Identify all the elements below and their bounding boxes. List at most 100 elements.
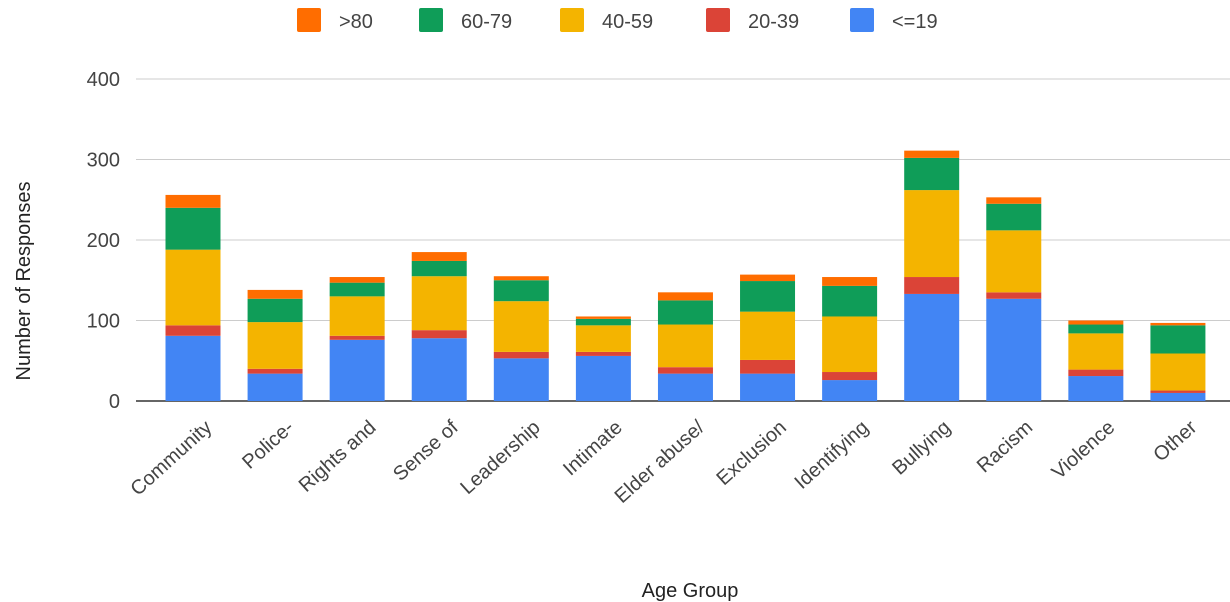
bar-segment xyxy=(411,338,467,401)
bar-segment xyxy=(986,230,1042,293)
bar-segment xyxy=(165,325,221,336)
bar-segment xyxy=(247,368,303,374)
bar-segment xyxy=(329,277,385,283)
x-axis-ticks: Community Police-Rights and Sense ofLeader… xyxy=(126,416,1201,508)
bar-segment xyxy=(657,300,713,325)
bar-segment xyxy=(1068,320,1124,325)
bar-segment xyxy=(986,292,1042,299)
bar-segment xyxy=(575,318,631,326)
x-tick-label: Bullying xyxy=(888,416,955,479)
bar-segment xyxy=(329,335,385,340)
legend-swatch xyxy=(706,8,730,32)
bar-segment xyxy=(493,276,549,281)
legend-label: <=19 xyxy=(892,11,938,33)
x-tick-label: Community xyxy=(126,416,216,500)
bar-segment xyxy=(165,335,221,401)
bar-segment xyxy=(1150,392,1206,401)
x-tick-label: Elder abuse/ xyxy=(611,416,710,508)
bar-segment xyxy=(1150,390,1206,393)
bar-segment xyxy=(575,351,631,356)
y-axis-label: Number of Responses xyxy=(13,182,35,381)
bar-segment xyxy=(575,316,631,319)
bar-segment xyxy=(822,372,878,381)
bar-segment xyxy=(493,358,549,401)
legend-label: >80 xyxy=(339,11,373,33)
bar-segment xyxy=(247,298,303,323)
bar-segment xyxy=(657,367,713,374)
bar-segment xyxy=(740,359,796,374)
bar-segment xyxy=(493,301,549,352)
bar-segment xyxy=(247,322,303,369)
bar-segment xyxy=(411,330,467,339)
x-tick-label: Sense of xyxy=(389,416,463,485)
bar-segment xyxy=(657,292,713,301)
bar-segment xyxy=(904,157,960,191)
bar-segment xyxy=(904,277,960,294)
bar-segment xyxy=(1068,324,1124,334)
bar-segment xyxy=(329,339,385,401)
y-tick-label: 200 xyxy=(87,230,120,252)
legend: >80 60-79 40-59 20-39 <=19 xyxy=(297,8,938,33)
bar-segment xyxy=(165,194,221,208)
bar-segment xyxy=(1150,322,1206,326)
x-tick-label: Identifying xyxy=(790,416,872,493)
bar-segment xyxy=(822,316,878,373)
x-tick-label: Intimate xyxy=(559,416,627,480)
bar-segment xyxy=(822,277,878,286)
x-tick-label: Racism xyxy=(973,416,1037,477)
bar-segment xyxy=(904,190,960,278)
legend-swatch xyxy=(419,8,443,32)
y-tick-label: 100 xyxy=(87,311,120,333)
y-tick-label: 400 xyxy=(87,69,120,91)
x-tick-label: Police- xyxy=(238,416,298,473)
legend-label: 20-39 xyxy=(748,11,799,33)
bar-segment xyxy=(904,150,960,158)
bar-segment xyxy=(1068,376,1124,401)
x-tick-label: Violence xyxy=(1048,416,1119,483)
bar-segment xyxy=(740,274,796,282)
bar-segment xyxy=(657,373,713,401)
bar-segment xyxy=(329,296,385,336)
bar-segment xyxy=(904,293,960,401)
x-tick-label: Rights and xyxy=(295,416,381,496)
bar-segment xyxy=(165,249,221,326)
legend-swatch xyxy=(297,8,321,32)
bar-segment xyxy=(247,373,303,401)
bar-segment xyxy=(247,289,303,299)
bar-segment xyxy=(986,197,1042,204)
bar-segment xyxy=(411,276,467,331)
bar-segment xyxy=(986,203,1042,231)
bar-segment xyxy=(740,311,796,360)
x-axis-label: Age Group xyxy=(642,580,739,602)
bar-segment xyxy=(165,207,221,250)
bar-segment xyxy=(740,281,796,312)
legend-swatch xyxy=(850,8,874,32)
bar-segment xyxy=(329,282,385,297)
legend-swatch xyxy=(560,8,584,32)
y-tick-label: 300 xyxy=(87,150,120,172)
bar-segment xyxy=(986,298,1042,401)
y-axis-ticks: 0 100 200 300 400 xyxy=(87,69,120,413)
legend-label: 40-59 xyxy=(602,11,653,33)
bar-segment xyxy=(1068,333,1124,370)
bar-segment xyxy=(1150,325,1206,354)
bar-segment xyxy=(493,280,549,302)
y-tick-label: 0 xyxy=(109,391,120,413)
bar-segment xyxy=(740,373,796,401)
bar-segment xyxy=(822,380,878,401)
bar-segment xyxy=(1068,369,1124,377)
legend-label: 60-79 xyxy=(461,11,512,33)
bar-segment xyxy=(411,260,467,277)
bar-segment xyxy=(493,351,549,359)
bar-segment xyxy=(657,324,713,368)
bars xyxy=(165,150,1206,401)
bar-segment xyxy=(822,285,878,317)
bar-segment xyxy=(575,325,631,352)
bar-segment xyxy=(1150,353,1206,391)
x-tick-label: Leadership xyxy=(456,416,544,499)
x-tick-label: Other xyxy=(1149,416,1201,466)
bar-segment xyxy=(411,252,467,261)
bar-segment xyxy=(575,355,631,401)
x-tick-label: Exclusion xyxy=(713,416,791,490)
